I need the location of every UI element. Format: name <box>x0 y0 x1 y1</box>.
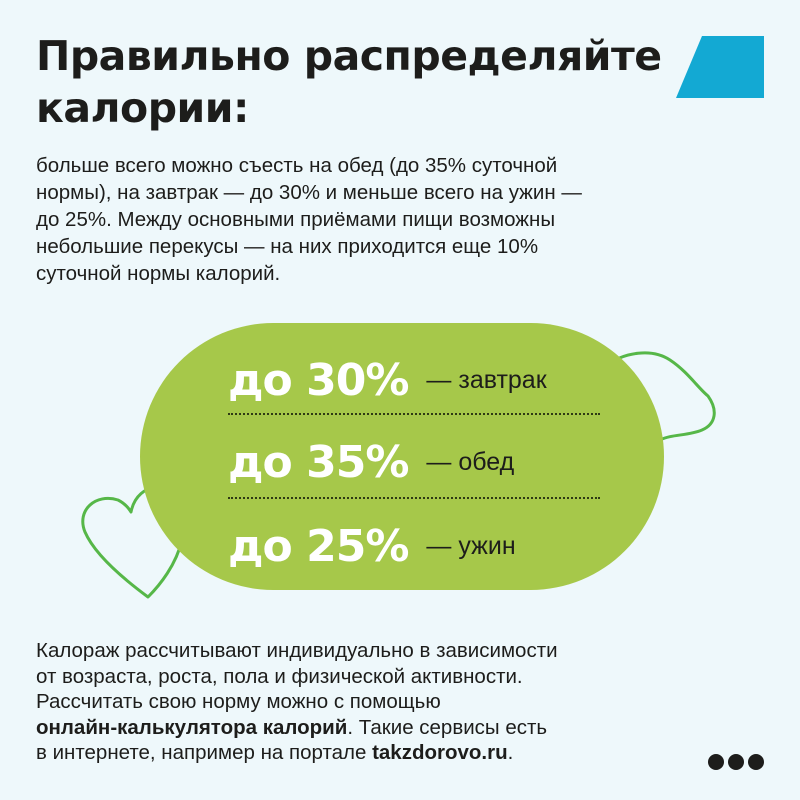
parallelogram-logo-icon <box>676 36 764 98</box>
outro-text: . <box>507 741 514 764</box>
meal-percent: до 30% <box>228 354 409 406</box>
outro-text: в интернете, например на портале <box>36 741 373 764</box>
title-line: калории: <box>36 84 249 132</box>
portal-link[interactable]: takzdorovo.ru <box>372 741 508 764</box>
intro-line: суточной нормы калорий. <box>36 262 281 285</box>
more-dots-icon[interactable] <box>708 754 764 770</box>
meal-label: — обед <box>426 447 515 476</box>
meal-row-lunch: до 35% — обед <box>228 432 608 492</box>
intro-line: до 25%. Между основными приёмами пищи во… <box>36 208 556 231</box>
meal-distribution-card <box>140 323 664 590</box>
title-line: Правильно распределяйте <box>36 32 662 80</box>
page-title: Правильно распределяйте калории: <box>36 30 676 134</box>
intro-line: небольшие перекусы — на них приходится е… <box>36 235 539 258</box>
dotted-divider <box>228 413 600 415</box>
outro-line: Рассчитать свою норму можно с помощью <box>36 690 441 713</box>
intro-line: нормы), на завтрак — до 30% и меньше все… <box>36 181 582 204</box>
meal-row-breakfast: до 30% — завтрак <box>228 350 608 410</box>
meal-label: — завтрак <box>426 365 547 394</box>
dotted-divider <box>228 497 600 499</box>
outro-text: . Такие сервисы есть <box>347 715 548 739</box>
outro-paragraph: Калораж рассчитывают индивидуально в зав… <box>36 638 716 766</box>
meal-percent: до 35% <box>228 436 409 488</box>
calculator-mention: онлайн-калькулятора калорий <box>36 715 348 739</box>
dot <box>748 754 764 770</box>
dot <box>708 754 724 770</box>
meal-percent: до 25% <box>228 520 409 572</box>
dot <box>728 754 744 770</box>
outro-line: от возраста, роста, пола и физической ак… <box>36 664 523 688</box>
intro-paragraph: больше всего можно съесть на обед (до 35… <box>36 152 716 287</box>
meal-row-dinner: до 25% — ужин <box>228 516 608 576</box>
outro-line: Калораж рассчитывают индивидуально в зав… <box>36 639 558 662</box>
meal-label: — ужин <box>426 531 516 560</box>
outro-line: онлайн-калькулятора калорий. Такие серви… <box>36 715 716 741</box>
outro-line: в интернете, например на портале takzdor… <box>36 740 716 766</box>
intro-line: больше всего можно съесть на обед (до 35… <box>36 154 558 177</box>
